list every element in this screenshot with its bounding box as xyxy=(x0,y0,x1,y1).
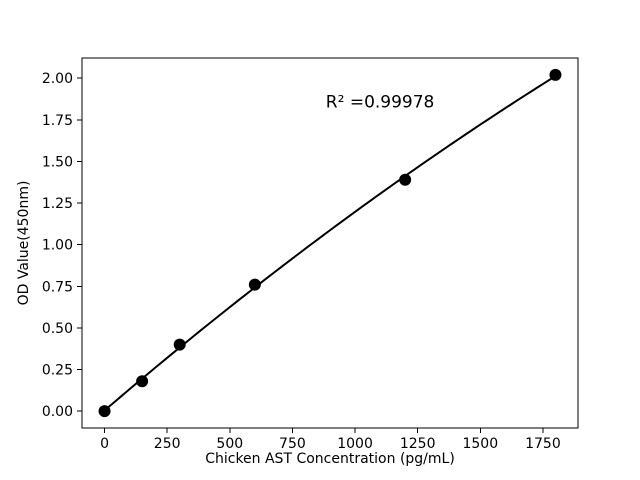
y-tick-label: 1.75 xyxy=(42,113,73,129)
data-point xyxy=(173,338,186,351)
data-point xyxy=(248,278,261,291)
y-axis-label: OD Value(450nm) xyxy=(16,181,32,306)
y-tick-label: 0.50 xyxy=(42,321,73,337)
data-points xyxy=(98,68,562,418)
y-tick-label: 0.00 xyxy=(42,404,73,420)
x-axis-label: Chicken AST Concentration (pg/mL) xyxy=(205,451,455,467)
fit-curve xyxy=(103,75,557,412)
x-tick-label: 1750 xyxy=(525,436,561,452)
y-tick-label: 1.00 xyxy=(42,238,73,254)
x-tick-label: 1500 xyxy=(462,436,498,452)
y-tick-label: 0.75 xyxy=(42,279,73,295)
x-tick-label: 0 xyxy=(100,436,109,452)
plot-border xyxy=(81,57,579,429)
y-tick-label: 1.25 xyxy=(42,196,73,212)
x-tick-label: 1000 xyxy=(337,436,373,452)
x-tick-label: 250 xyxy=(154,436,181,452)
r-squared-annotation: R² =0.99978 xyxy=(326,93,435,113)
y-tick-label: 1.50 xyxy=(42,154,73,170)
y-tick-label: 2.00 xyxy=(42,71,73,87)
x-tick-label: 750 xyxy=(279,436,306,452)
y-axis-ticks: 0.00 0.25 0.50 0.75 1.00 1.25 1.50 1.75 2.00 xyxy=(42,71,82,420)
data-point xyxy=(549,68,562,81)
x-tick-label: 1250 xyxy=(400,436,436,452)
y-tick-label: 0.25 xyxy=(42,363,73,379)
x-axis-ticks: 0 250 500 750 1000 1250 1500 1750 xyxy=(100,428,561,452)
data-point xyxy=(98,405,111,418)
data-point xyxy=(399,173,412,186)
data-point xyxy=(136,375,149,388)
x-tick-label: 500 xyxy=(216,436,243,452)
